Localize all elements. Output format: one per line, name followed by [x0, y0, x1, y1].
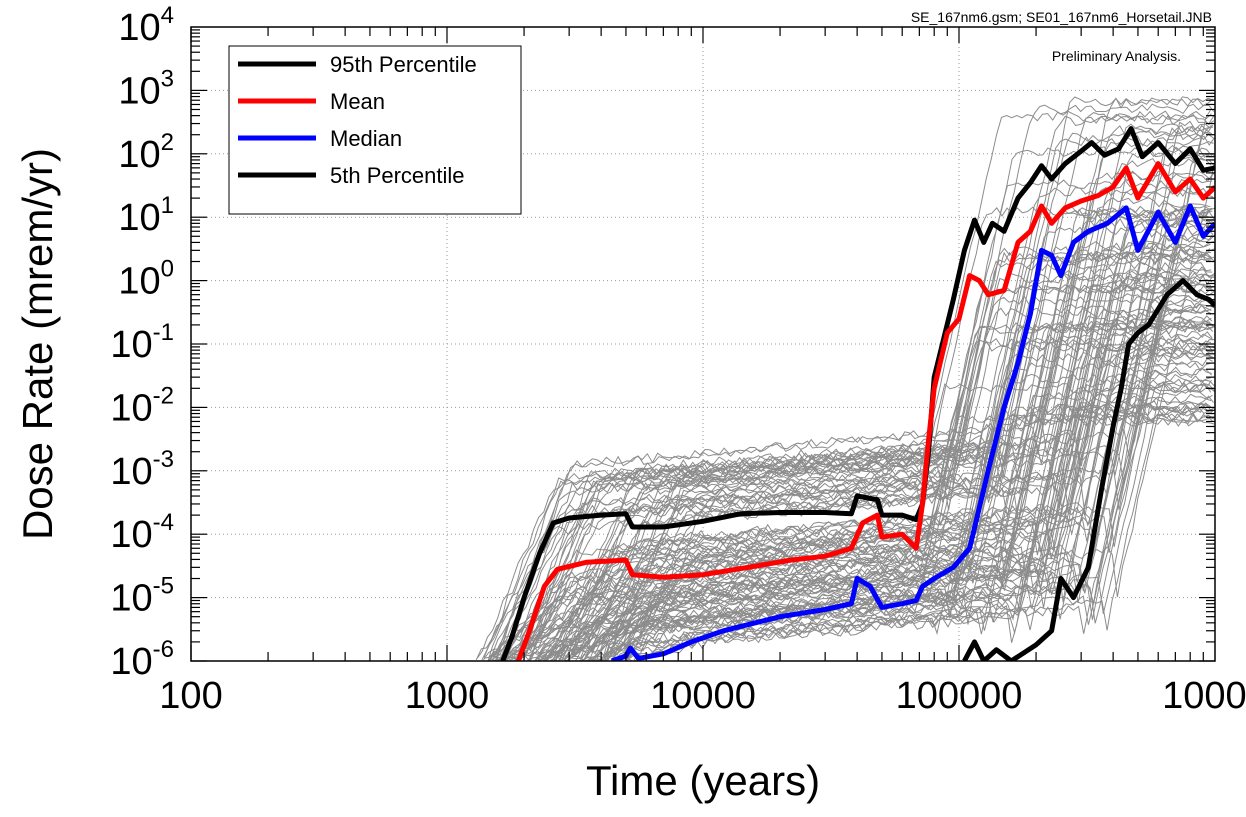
realization-curve [513, 160, 1215, 661]
realization-curve [587, 254, 1212, 661]
realization-curve [627, 366, 1212, 661]
percentile-series [500, 126, 1215, 661]
tick-labels: 1001000100001000001000010410310210110010… [110, 2, 1246, 717]
legend-box [228, 45, 522, 215]
realization-curve [579, 290, 1215, 661]
y-tick-exponent: -6 [153, 636, 174, 663]
y-tick-label: 100 [118, 256, 174, 303]
realization-curve [495, 382, 1215, 661]
realization-curve [563, 251, 1215, 661]
y-tick-label: 103 [118, 65, 174, 112]
y-tick-base: 10 [110, 387, 152, 429]
realization-curve [604, 403, 1214, 661]
y-tick-label: 101 [118, 192, 174, 239]
y-tick-base: 10 [110, 324, 152, 366]
x-tick-label: 10000 [650, 675, 756, 717]
series-line [962, 278, 1215, 661]
realization-curve [488, 272, 1215, 661]
realization-curve [539, 307, 1212, 659]
realization-curve [567, 273, 1213, 661]
realization-curve [544, 217, 1213, 661]
analysis-note: Preliminary Analysis. [1052, 48, 1181, 64]
y-tick-label: 10-6 [110, 636, 174, 683]
realization-curve [620, 283, 1215, 661]
y-tick-base: 10 [118, 70, 160, 112]
y-axis-title: Dose Rate (mrem/yr) [14, 148, 61, 540]
realization-curve [567, 234, 1213, 658]
realization-curve [495, 124, 1213, 661]
x-tick-label: 100000 [896, 675, 1023, 717]
x-axis-title: Time (years) [586, 757, 820, 804]
realization-curve [548, 129, 1215, 661]
realization-curve [529, 205, 1211, 661]
y-tick-exponent: -5 [153, 573, 174, 600]
realization-curve [598, 344, 1214, 661]
x-tick-label: 1000 [405, 675, 490, 717]
realization-curve [584, 378, 1215, 660]
file-note: SE_167nm6.gsm; SE01_167nm6_Horsetail.JNB [911, 9, 1212, 25]
realization-curve [487, 415, 1215, 661]
realization-curve [520, 304, 1212, 661]
y-tick-base: 10 [118, 261, 160, 303]
y-tick-exponent: 4 [161, 2, 174, 29]
y-tick-label: 10-1 [110, 319, 174, 366]
realization-curve [537, 329, 1213, 661]
y-tick-exponent: -4 [153, 509, 174, 536]
realization-curve [483, 383, 1212, 658]
y-tick-base: 10 [118, 197, 160, 239]
y-tick-base: 10 [118, 134, 160, 176]
axis-ticks [190, 27, 1215, 662]
realization-curves [475, 96, 1215, 661]
y-tick-exponent: 1 [161, 192, 174, 219]
y-tick-base: 10 [118, 7, 160, 49]
realization-curve [541, 388, 1213, 660]
realization-curve [504, 272, 1215, 661]
y-tick-exponent: -1 [153, 319, 174, 346]
series-line [610, 203, 1215, 661]
y-tick-label: 10-4 [110, 509, 174, 556]
y-tick-exponent: 2 [161, 129, 174, 156]
y-tick-label: 102 [118, 129, 174, 176]
y-tick-base: 10 [110, 641, 152, 683]
realization-curve [487, 188, 1214, 661]
realization-curve [555, 246, 1212, 658]
realization-curve [553, 337, 1215, 660]
y-tick-label: 10-5 [110, 573, 174, 620]
realization-curve [596, 321, 1214, 661]
y-tick-label: 104 [118, 2, 174, 49]
realization-curve [584, 135, 1215, 661]
y-tick-exponent: 0 [161, 256, 174, 283]
realization-curve [569, 242, 1211, 658]
legend-label: Median [330, 126, 402, 151]
realization-curve [559, 362, 1211, 659]
y-tick-base: 10 [110, 578, 152, 620]
y-tick-base: 10 [110, 451, 152, 493]
y-tick-exponent: -3 [153, 446, 174, 473]
y-tick-exponent: 3 [161, 65, 174, 92]
series-line [516, 161, 1215, 661]
y-tick-exponent: -2 [153, 382, 174, 409]
legend-label: 95th Percentile [330, 52, 477, 77]
legend-label: 5th Percentile [330, 163, 465, 188]
realization-curve [555, 197, 1211, 661]
realization-curve [571, 335, 1212, 660]
y-tick-label: 10-3 [110, 446, 174, 493]
realization-curve [518, 346, 1210, 661]
realization-curve [557, 153, 1212, 661]
y-tick-label: 10-2 [110, 382, 174, 429]
x-tick-label: 100 [159, 675, 222, 717]
y-tick-base: 10 [110, 514, 152, 556]
legend: 95th Percentile Mean Median 5th Percentile [228, 45, 522, 215]
realization-curve [604, 103, 1215, 661]
x-tick-label: 10000 [1162, 675, 1246, 717]
realization-curve [606, 131, 1211, 661]
legend-label: Mean [330, 89, 385, 114]
realization-curve [591, 260, 1212, 661]
